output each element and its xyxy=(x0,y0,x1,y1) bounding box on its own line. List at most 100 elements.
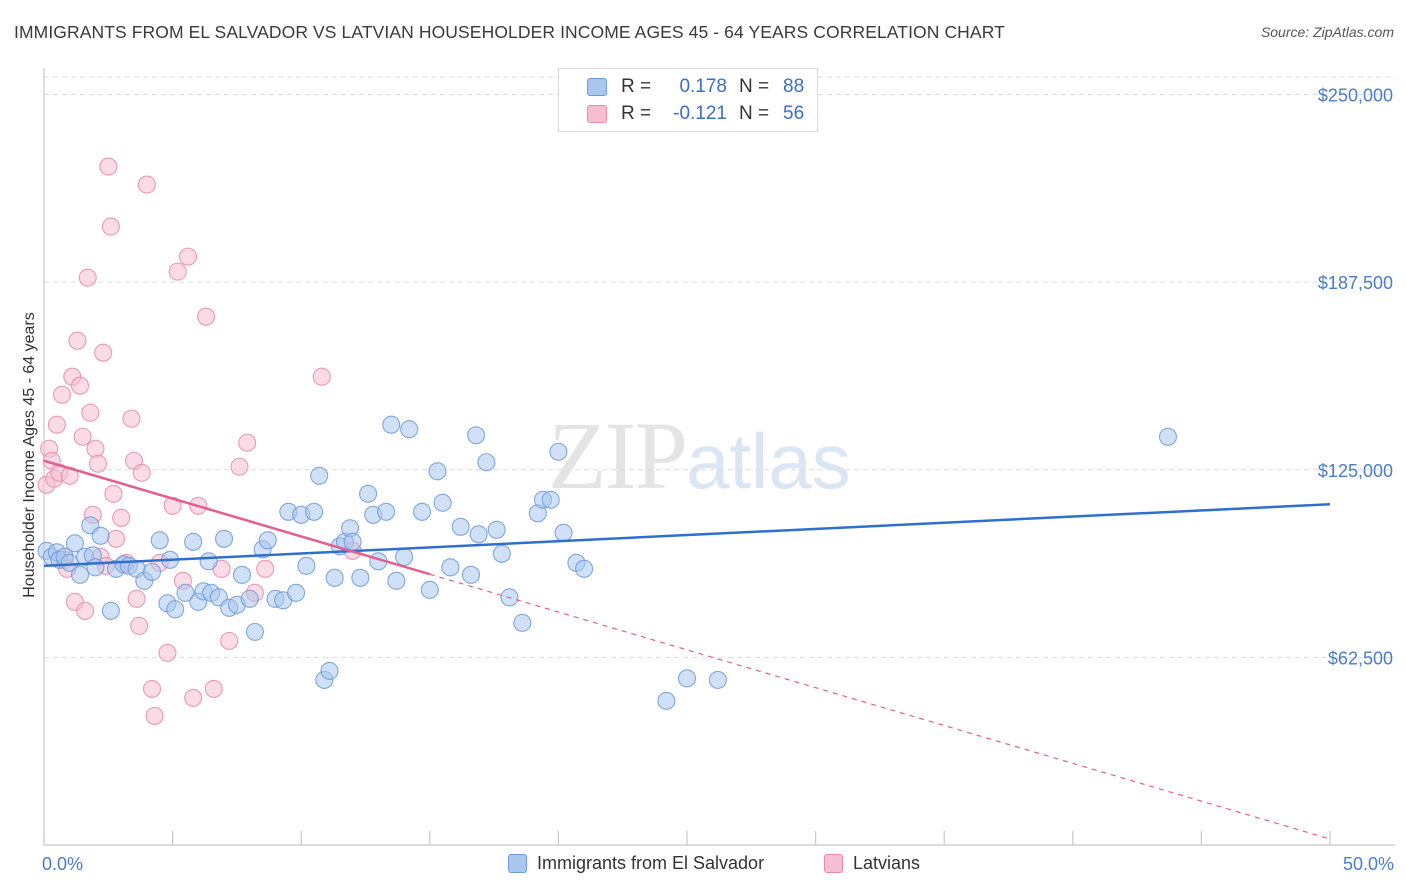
el-salvador-point xyxy=(420,580,439,599)
el-salvador-point xyxy=(65,534,84,553)
el-salvador-point xyxy=(359,484,378,503)
latvians-point xyxy=(132,463,151,482)
latvians-point xyxy=(99,157,118,176)
el-salvador-point xyxy=(86,558,105,577)
el-salvador-point xyxy=(461,565,481,584)
x-tick-label: 0.0% xyxy=(42,854,83,874)
watermark-atlas: atlas xyxy=(686,417,851,505)
y-tick-label: $187,500 xyxy=(1318,273,1393,293)
el-salvador-point xyxy=(287,583,306,602)
legend-row-el-salvador: R = 0.178 N = 88 xyxy=(559,74,804,100)
latvians-point xyxy=(73,427,92,446)
legend-n-label: N = xyxy=(739,76,770,97)
el-salvador-point xyxy=(657,691,676,710)
el-salvador-point xyxy=(487,520,506,539)
latvians-point xyxy=(137,175,156,194)
legend-n-value: 88 xyxy=(783,76,805,97)
axes xyxy=(43,68,1395,846)
el-salvador-point xyxy=(240,589,259,608)
latvians-points xyxy=(37,157,362,725)
el-salvador-point xyxy=(199,552,218,571)
latvians-trend-line xyxy=(43,459,431,576)
latvians-point xyxy=(184,688,203,707)
source-label: Source: ZipAtlas.com xyxy=(1260,24,1394,40)
el-salvador-points xyxy=(37,415,1178,710)
el-salvador-point xyxy=(708,670,727,689)
el-salvador-point xyxy=(433,493,452,512)
y-tick-label: $125,000 xyxy=(1318,461,1393,481)
x-tick-label: 50.0% xyxy=(1343,854,1394,874)
legend-label: Latvians xyxy=(853,853,921,873)
chart-title: IMMIGRANTS FROM EL SALVADOR VS LATVIAN H… xyxy=(14,22,1005,42)
el-salvador-point xyxy=(320,661,339,680)
latvians-point xyxy=(196,307,216,326)
el-salvador-point xyxy=(176,583,195,602)
latvians-trend-extension xyxy=(429,573,1331,840)
legend-r-label: R = xyxy=(621,76,652,97)
el-salvador-point xyxy=(428,462,447,481)
el-salvador-point xyxy=(351,568,370,587)
legend-swatch-blue xyxy=(508,854,527,873)
el-salvador-point xyxy=(70,565,90,584)
trend-lines xyxy=(43,459,1331,840)
latvians-point xyxy=(88,454,108,473)
legend-r-label: R = xyxy=(621,103,652,124)
latvians-point xyxy=(78,268,97,287)
el-salvador-point xyxy=(91,526,110,545)
legend-swatch-blue xyxy=(587,78,607,96)
el-salvador-point xyxy=(441,558,460,577)
latvians-point xyxy=(122,409,141,428)
legend-item-el-salvador[interactable]: Immigrants from El Salvador xyxy=(508,853,764,874)
latvians-point xyxy=(104,484,123,503)
latvians-point xyxy=(81,403,100,422)
latvians-point xyxy=(70,376,90,395)
legend-swatch-pink xyxy=(824,854,843,873)
watermark-zip: ZIP xyxy=(548,402,688,509)
el-salvador-point xyxy=(184,532,203,551)
el-salvador-point xyxy=(142,562,162,581)
el-salvador-point xyxy=(305,502,324,521)
latvians-point xyxy=(220,631,239,650)
el-salvador-point xyxy=(575,559,594,578)
el-salvador-point xyxy=(467,426,486,445)
legend-item-latvians[interactable]: Latvians xyxy=(824,853,920,874)
latvians-point xyxy=(158,643,177,662)
latvians-point xyxy=(112,508,131,527)
latvians-point xyxy=(68,331,87,350)
legend-r-value: -0.121 xyxy=(673,103,727,124)
latvians-point xyxy=(145,706,164,725)
el-salvador-point xyxy=(413,502,432,521)
el-salvador-point xyxy=(541,490,560,509)
el-salvador-point xyxy=(382,415,401,434)
el-salvador-point xyxy=(325,568,344,587)
latvians-point xyxy=(86,439,105,458)
legend-row-latvians: R = -0.121 N = 56 xyxy=(559,101,804,127)
watermark: ZIPatlas xyxy=(548,400,851,511)
el-salvador-point xyxy=(400,420,419,439)
el-salvador-point xyxy=(232,565,252,584)
el-salvador-point xyxy=(150,531,169,550)
latvians-point xyxy=(178,247,198,266)
latvians-point xyxy=(168,262,187,281)
el-salvador-point xyxy=(387,571,406,590)
el-salvador-point xyxy=(101,601,120,620)
el-salvador-point xyxy=(310,466,329,485)
legend-label: Immigrants from El Salvador xyxy=(537,853,765,873)
latvians-point xyxy=(204,679,223,698)
el-salvador-point xyxy=(214,529,234,548)
series-legend: Immigrants from El Salvador Latvians xyxy=(0,853,1406,877)
el-salvador-point xyxy=(554,523,573,542)
y-tick-labels: $62,500 $125,000 $187,500 $250,000 xyxy=(1318,86,1393,669)
latvians-point xyxy=(142,679,162,698)
el-salvador-point xyxy=(258,531,277,550)
y-tick-label: $62,500 xyxy=(1328,648,1393,668)
latvians-point xyxy=(256,559,275,578)
latvians-point xyxy=(94,343,113,362)
legend-r-value: 0.178 xyxy=(679,76,727,97)
el-salvador-point xyxy=(492,544,511,563)
latvians-point xyxy=(106,529,126,548)
latvians-point xyxy=(76,601,95,620)
correlation-legend: R = 0.178 N = 88 R = -0.121 N = 56 xyxy=(558,68,818,132)
el-salvador-point xyxy=(677,669,697,688)
